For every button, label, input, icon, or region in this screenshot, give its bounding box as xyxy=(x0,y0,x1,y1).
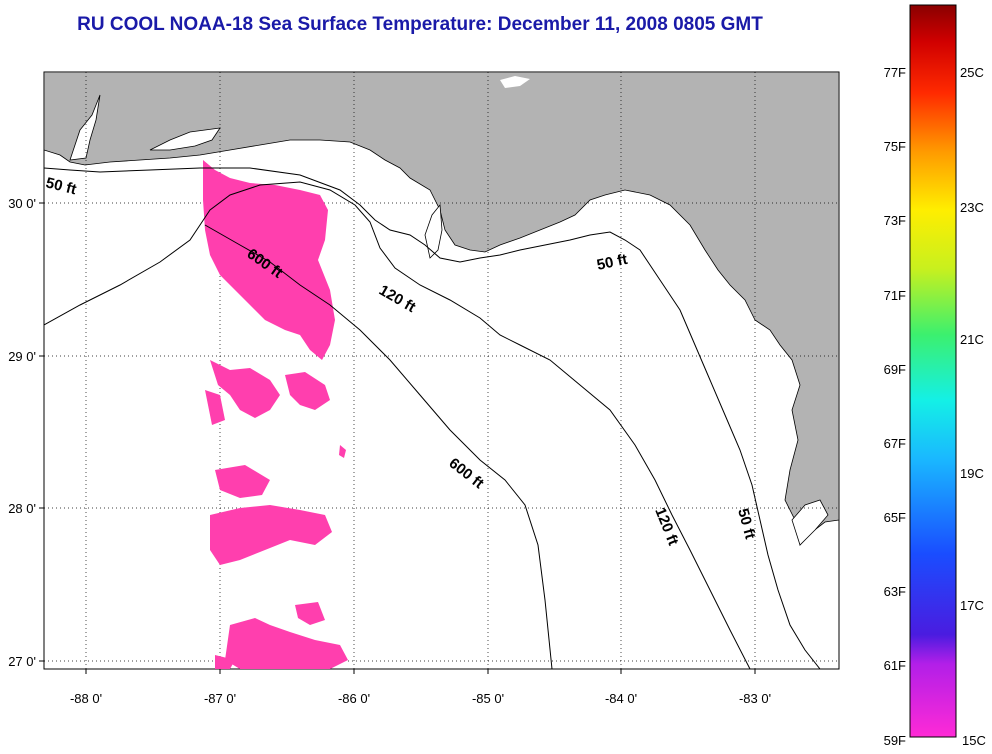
lat-tick-label: 28 0' xyxy=(8,501,36,516)
colorbar-c-label: 19C xyxy=(960,466,984,481)
colorbar-f-label: 67F xyxy=(884,436,906,451)
sst-patch xyxy=(215,655,235,669)
lon-tick-label: -85 0' xyxy=(472,691,504,706)
colorbar-f-label: 59F xyxy=(884,733,906,748)
colorbar-c-label: 15C xyxy=(962,733,986,748)
sst-patch xyxy=(225,618,348,669)
sst-patch xyxy=(285,372,330,410)
map-title: RU COOL NOAA-18 Sea Surface Temperature:… xyxy=(77,14,763,35)
depth-contours xyxy=(44,167,821,669)
colorbar-c-label: 25C xyxy=(960,65,984,80)
lon-tick-label: -87 0' xyxy=(204,691,236,706)
lat-tick-labels: 30 0' 29 0' 28 0' 27 0' xyxy=(8,196,36,669)
lon-tick-labels: -88 0' -87 0' -86 0' -85 0' -84 0' -83 0… xyxy=(70,691,771,706)
lat-tick-label: 30 0' xyxy=(8,196,36,211)
sst-patch xyxy=(339,445,346,458)
contour-label: 50 ft xyxy=(44,174,78,198)
colorbar-c-label: 17C xyxy=(960,598,984,613)
colorbar-f-label: 77F xyxy=(884,65,906,80)
lon-tick-label: -88 0' xyxy=(70,691,102,706)
sst-patch xyxy=(203,160,335,360)
colorbar-f-label: 63F xyxy=(884,584,906,599)
contour-120ft xyxy=(44,181,751,669)
grid xyxy=(44,72,839,669)
lat-tick-label: 27 0' xyxy=(8,654,36,669)
lat-tick-label: 29 0' xyxy=(8,349,36,364)
colorbar-f-label: 75F xyxy=(884,139,906,154)
colorbar-f-labels: 77F 75F 73F 71F 69F 67F 65F 63F 61F 59F xyxy=(884,65,906,748)
sst-patch xyxy=(210,505,332,565)
colorbar xyxy=(909,4,957,738)
axis-ticks xyxy=(39,202,756,674)
sst-patch xyxy=(205,390,225,425)
colorbar-f-label: 61F xyxy=(884,658,906,673)
bay-tampa xyxy=(791,499,829,546)
contour-50ft-west xyxy=(44,167,821,669)
colorbar-f-label: 73F xyxy=(884,213,906,228)
land-mass xyxy=(44,72,839,546)
lon-tick-label: -84 0' xyxy=(605,691,637,706)
colorbar-f-label: 71F xyxy=(884,288,906,303)
bay-mobile xyxy=(69,94,101,161)
colorbar-c-label: 21C xyxy=(960,332,984,347)
colorbar-c-labels: 25C 23C 21C 19C 17C 15C xyxy=(960,65,986,748)
island-white xyxy=(500,76,530,88)
sst-patch xyxy=(295,602,325,625)
contour-600ft xyxy=(204,224,553,669)
contour-label: 50 ft xyxy=(595,251,629,274)
colorbar-f-label: 65F xyxy=(884,510,906,525)
sst-swath xyxy=(203,160,348,669)
bay-apalachicola xyxy=(424,203,443,259)
lon-tick-label: -83 0' xyxy=(739,691,771,706)
sst-patch xyxy=(210,360,280,418)
colorbar-f-label: 69F xyxy=(884,362,906,377)
lon-tick-label: -86 0' xyxy=(338,691,370,706)
sst-patch xyxy=(215,465,270,498)
colorbar-c-label: 23C xyxy=(960,200,984,215)
